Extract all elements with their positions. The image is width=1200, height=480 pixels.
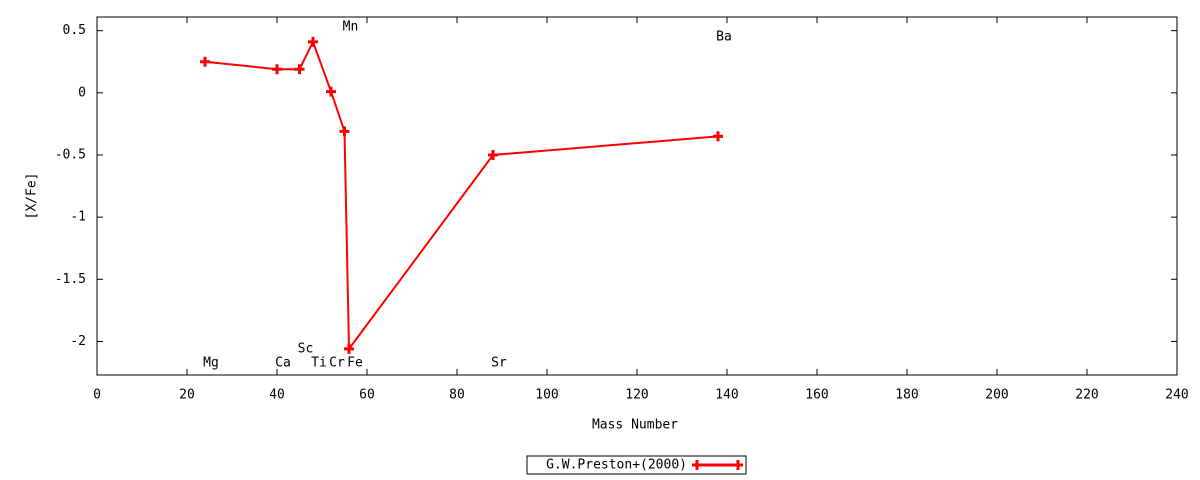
plot-frame [96, 16, 1178, 376]
point-label: Sc [298, 342, 314, 357]
x-tick-label: 0 [93, 388, 101, 403]
x-tick-label: 160 [805, 388, 828, 403]
y-tick-label: -2 [70, 334, 86, 349]
legend-marker [733, 460, 743, 470]
x-tick-label: 40 [269, 388, 285, 403]
point-label: Mg [203, 356, 219, 371]
data-point [344, 343, 354, 354]
x-tick-label: 20 [179, 388, 195, 403]
point-label: Cr [329, 356, 345, 371]
data-point [200, 56, 210, 67]
legend-marker [692, 460, 702, 470]
legend-label: G.W.Preston+(2000) [546, 458, 687, 473]
y-tick-label: 0 [78, 85, 86, 100]
data-point [272, 64, 282, 75]
y-tick-label: -0.5 [55, 147, 86, 162]
data-point [488, 149, 498, 160]
point-label: Mn [343, 20, 359, 35]
x-tick-label: 140 [715, 388, 738, 403]
point-label: Ca [275, 356, 291, 371]
point-label: Fe [347, 356, 363, 371]
x-axis-label: Mass Number [592, 418, 678, 433]
data-point [713, 131, 723, 142]
y-tick-label: -1.5 [55, 272, 86, 287]
data-point [294, 64, 305, 75]
x-tick-label: 100 [535, 388, 558, 403]
point-label: Ti [311, 356, 327, 371]
x-tick-label: 240 [1165, 388, 1188, 403]
y-tick-label: 0.5 [63, 23, 86, 38]
legend-box [526, 455, 747, 475]
data-point [308, 36, 318, 47]
data-point [326, 86, 336, 97]
y-axis-label: [X/Fe] [25, 173, 40, 220]
data-point [339, 126, 350, 137]
x-tick-label: 60 [359, 388, 375, 403]
x-tick-label: 120 [625, 388, 648, 403]
x-tick-label: 200 [985, 388, 1008, 403]
point-label: Sr [491, 356, 507, 371]
point-label: Ba [716, 30, 732, 45]
y-tick-label: -1 [70, 210, 86, 225]
x-tick-label: 80 [449, 388, 465, 403]
series-line [204, 39, 719, 352]
x-tick-label: 220 [1075, 388, 1098, 403]
x-tick-label: 180 [895, 388, 918, 403]
